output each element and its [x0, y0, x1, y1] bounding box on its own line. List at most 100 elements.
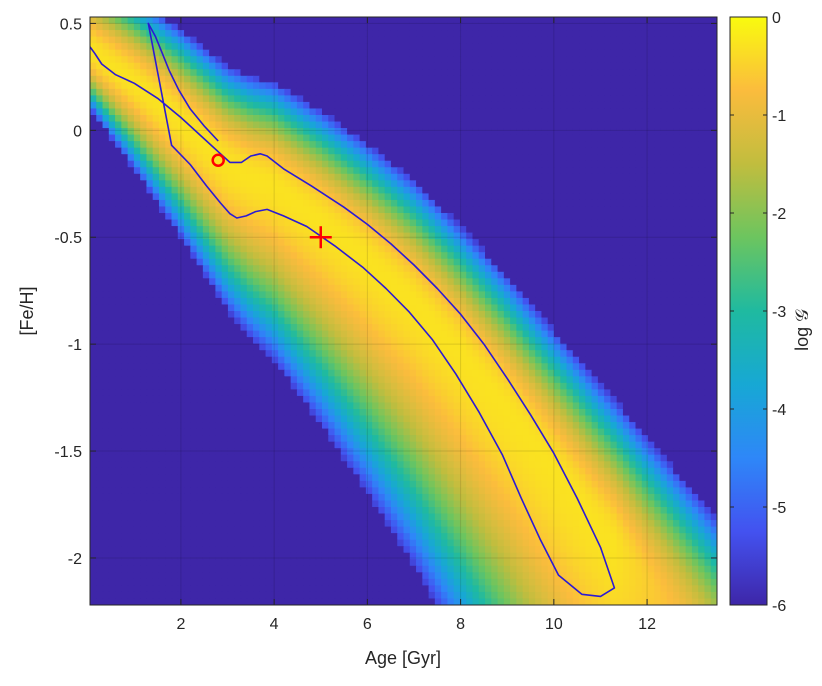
- heatmap-cell: [121, 265, 129, 273]
- heatmap-cell: [566, 271, 574, 279]
- heatmap-cell: [246, 265, 254, 273]
- heatmap-cell: [516, 199, 524, 208]
- heatmap-cell: [296, 167, 304, 175]
- heatmap-cell: [566, 219, 574, 227]
- heatmap-cell: [416, 108, 423, 116]
- heatmap-cell: [234, 271, 242, 279]
- heatmap-cell: [666, 173, 674, 181]
- heatmap-cell: [278, 252, 285, 260]
- heatmap-cell: [416, 258, 423, 266]
- heatmap-cell: [152, 245, 160, 253]
- heatmap-cell: [165, 239, 173, 247]
- heatmap-cell: [365, 36, 373, 44]
- heatmap-cell: [591, 226, 599, 234]
- heatmap-cell: [184, 311, 191, 319]
- heatmap-cell: [666, 226, 674, 234]
- heatmap-cell: [365, 43, 373, 51]
- heatmap-cell: [710, 56, 717, 64]
- heatmap-cell: [478, 317, 486, 325]
- heatmap-cell: [133, 258, 141, 266]
- heatmap-cell: [447, 317, 455, 325]
- heatmap-cell: [560, 271, 568, 279]
- heatmap-cell: [146, 278, 154, 286]
- heatmap-cell: [516, 121, 524, 129]
- heatmap-cell: [284, 154, 292, 162]
- heatmap-cell: [497, 101, 505, 110]
- heatmap-cell: [340, 186, 348, 194]
- heatmap-cell: [158, 265, 166, 273]
- heatmap-cell: [679, 82, 687, 90]
- heatmap-cell: [485, 337, 492, 345]
- heatmap-cell: [660, 193, 668, 201]
- heatmap-cell: [227, 258, 235, 266]
- heatmap-cell: [704, 304, 712, 312]
- heatmap-cell: [184, 186, 191, 194]
- heatmap-cell: [704, 36, 712, 44]
- heatmap-cell: [497, 291, 505, 299]
- heatmap-cell: [491, 226, 499, 234]
- heatmap-cell: [434, 330, 442, 338]
- heatmap-cell: [209, 160, 216, 168]
- heatmap-cell: [491, 173, 499, 181]
- heatmap-cell: [491, 121, 499, 129]
- heatmap-cell: [259, 291, 267, 299]
- heatmap-cell: [679, 23, 687, 31]
- heatmap-cell: [115, 101, 122, 110]
- heatmap-cell: [666, 134, 674, 142]
- heatmap-cell: [190, 101, 198, 110]
- heatmap-cell: [535, 30, 543, 38]
- heatmap-cell: [278, 271, 285, 279]
- heatmap-cell: [616, 141, 624, 149]
- heatmap-cell: [660, 82, 668, 90]
- heatmap-cell: [347, 258, 354, 266]
- heatmap-cell: [491, 108, 499, 116]
- heatmap-cell: [171, 206, 179, 214]
- heatmap-cell: [622, 134, 630, 142]
- heatmap-cell: [666, 43, 674, 51]
- heatmap-cell: [321, 49, 329, 57]
- heatmap-cell: [253, 108, 260, 116]
- heatmap-cell: [158, 311, 166, 319]
- heatmap-cell: [516, 337, 524, 345]
- heatmap-cell: [610, 128, 618, 136]
- heatmap-cell: [384, 291, 392, 299]
- heatmap-cell: [328, 49, 336, 57]
- heatmap-cell: [390, 265, 398, 273]
- heatmap-cell: [334, 160, 342, 168]
- heatmap-cell: [591, 199, 599, 208]
- heatmap-cell: [177, 180, 185, 188]
- heatmap-cell: [610, 291, 618, 299]
- heatmap-cell: [384, 258, 392, 266]
- heatmap-cell: [673, 43, 680, 51]
- heatmap-cell: [246, 278, 254, 286]
- heatmap-cell: [441, 226, 448, 234]
- heatmap-cell: [152, 108, 160, 116]
- heatmap-cell: [390, 115, 398, 123]
- heatmap-cell: [227, 49, 235, 57]
- heatmap-cell: [184, 304, 191, 312]
- heatmap-cell: [165, 186, 173, 194]
- heatmap-cell: [265, 265, 273, 273]
- heatmap-cell: [409, 284, 417, 292]
- heatmap-cell: [485, 291, 492, 299]
- heatmap-cell: [384, 75, 392, 83]
- heatmap-cell: [528, 62, 536, 70]
- heatmap-cell: [133, 95, 141, 103]
- heatmap-cell: [309, 252, 317, 260]
- heatmap-cell: [560, 121, 568, 129]
- heatmap-cell: [177, 245, 185, 253]
- heatmap-cell: [610, 43, 618, 51]
- heatmap-cell: [121, 69, 129, 77]
- heatmap-cell: [648, 213, 655, 221]
- heatmap-cell: [485, 121, 492, 129]
- heatmap-cell: [422, 36, 430, 44]
- heatmap-cell: [334, 121, 342, 129]
- heatmap-cell: [485, 82, 492, 90]
- heatmap-cell: [591, 62, 599, 70]
- heatmap-cell: [491, 265, 499, 273]
- heatmap-cell: [409, 232, 417, 240]
- heatmap-cell: [629, 265, 637, 273]
- heatmap-cell: [485, 43, 492, 51]
- heatmap-cell: [202, 36, 210, 44]
- heatmap-cell: [202, 134, 210, 142]
